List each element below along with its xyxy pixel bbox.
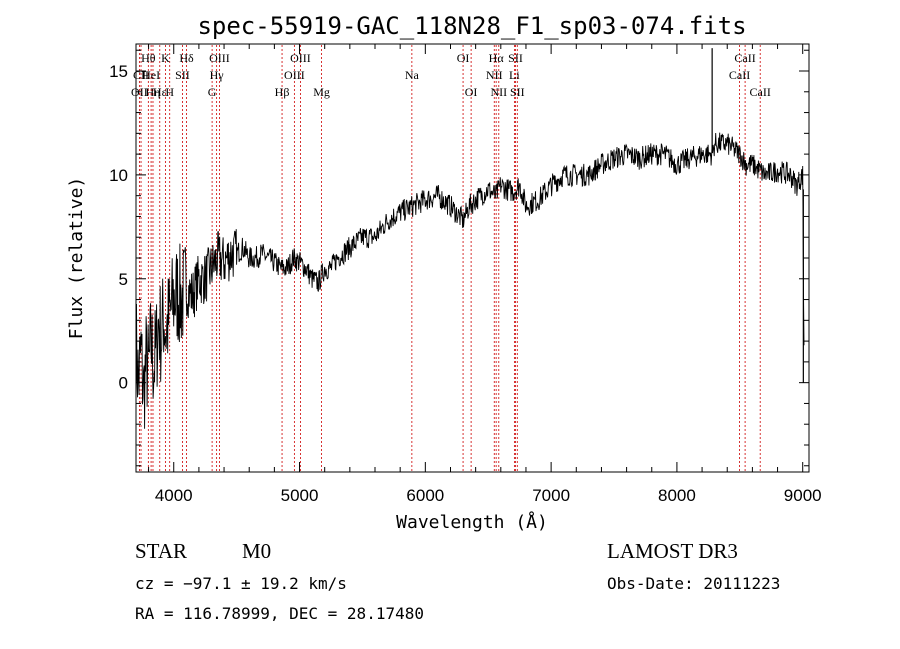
x-axis-label: Wavelength (Å) (396, 511, 548, 533)
spectral-line-label: Hη (146, 85, 161, 99)
x-tick-label: 4000 (155, 486, 193, 505)
chart-title: spec-55919-GAC_118N28_F1_sp03-074.fits (197, 12, 746, 40)
x-tick-label: 5000 (281, 486, 319, 505)
y-tick-label: 15 (109, 62, 128, 81)
spectral-line-label: CaII (750, 85, 771, 99)
spectral-line-label: Hα (489, 51, 505, 65)
x-axis-ticks: 4000 5000 6000 7000 8000 9000 (148, 44, 822, 505)
spectral-line-label: HeI (142, 68, 160, 82)
spectral-line-label: SII (508, 51, 523, 65)
spectral-line-label: OI (457, 51, 470, 65)
spectral-line-label: OIII (290, 51, 311, 65)
y-axis-ticks: 0 5 10 15 (109, 49, 809, 467)
spectral-line-label: Hε (153, 85, 167, 99)
spectral-line-label: Li (509, 68, 520, 82)
x-tick-label: 8000 (658, 486, 696, 505)
observation-date: Obs-Date: 20111223 (607, 574, 780, 593)
spectral-line-label: SII (510, 85, 525, 99)
spectral-line-label: Hβ (275, 85, 290, 99)
y-axis-label: Flux (relative) (66, 177, 87, 340)
y-tick-label: 10 (109, 166, 128, 185)
spectrum-series (135, 48, 805, 429)
y-tick-label: 0 (119, 374, 128, 393)
y-tick-label: 5 (119, 270, 128, 289)
survey-name: LAMOST DR3 (607, 539, 738, 563)
spectral-line-label: Hγ (210, 68, 225, 82)
spectral-line-label: K (161, 51, 170, 65)
spectral-line-label: OIII (209, 51, 230, 65)
spectral-line-label: G (208, 85, 217, 99)
spectral-line-label: Mg (313, 85, 330, 99)
x-tick-label: 7000 (532, 486, 570, 505)
sky-coordinates: RA = 116.78999, DEC = 28.17480 (135, 604, 424, 623)
spectral-line-label: NII (486, 68, 503, 82)
object-class: STAR (135, 539, 187, 563)
x-tick-label: 6000 (406, 486, 444, 505)
spectral-line-label: Hδ (179, 51, 194, 65)
spectral-line-label: OIII (284, 68, 305, 82)
redshift-cz: cz = −97.1 ± 19.2 km/s (135, 574, 347, 593)
object-subclass: M0 (242, 539, 271, 563)
spectral-line-label: CaII (729, 68, 750, 82)
spectral-line-label: H (165, 85, 174, 99)
spectral-line-label: Na (405, 68, 420, 82)
spectral-line-label: OI (465, 85, 478, 99)
spectral-line-label: SII (175, 68, 190, 82)
spectral-line-label: NII (490, 85, 507, 99)
spectral-line-label: Hθ (141, 51, 156, 65)
spectral-line-label: CaII (734, 51, 755, 65)
spectrum-line (135, 132, 805, 429)
x-tick-label: 9000 (784, 486, 822, 505)
